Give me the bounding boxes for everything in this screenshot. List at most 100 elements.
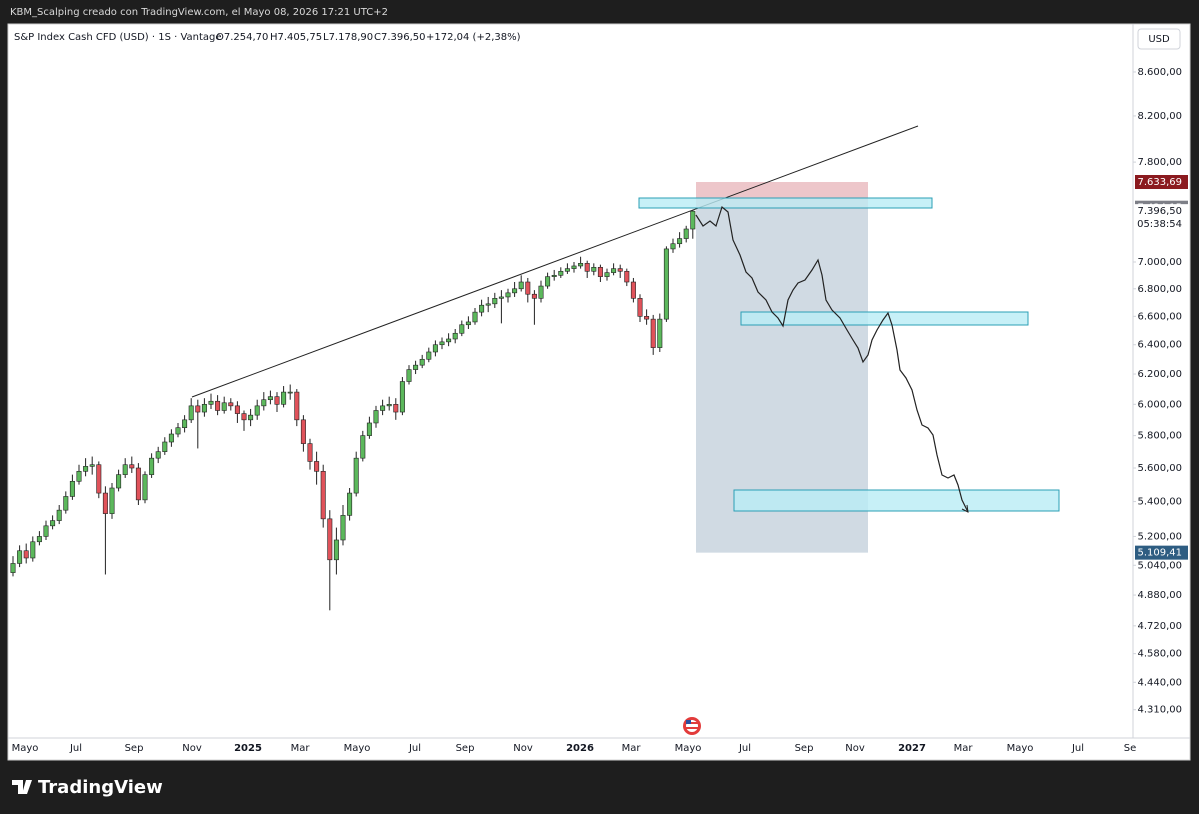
candle-body (195, 405, 201, 413)
candle-body (43, 525, 49, 537)
candle-body (116, 474, 122, 489)
x-tick-label: Jul (69, 743, 82, 754)
y-tick-label: 6.200,00 (1137, 369, 1182, 380)
candle-body (525, 281, 531, 295)
currency-button[interactable] (1137, 28, 1181, 50)
candle-body (419, 358, 425, 366)
projection-path[interactable] (695, 205, 969, 513)
y-tick-label: 5.600,00 (1137, 463, 1182, 474)
candle-body (459, 324, 465, 334)
legend-value: H7.405,75 (270, 32, 322, 43)
candle-body (300, 419, 306, 444)
candle-body (479, 304, 485, 313)
price-label-bg (1135, 545, 1188, 560)
price-label-bg (1135, 204, 1188, 219)
candle-body (386, 404, 392, 407)
candle-body (274, 396, 280, 405)
candle-body (366, 422, 372, 436)
candle-body (102, 492, 108, 514)
candle-body (393, 404, 399, 413)
candle-body (36, 536, 42, 543)
x-tick-label: 2027 (898, 743, 926, 754)
currency[interactable]: USD (1148, 34, 1170, 45)
x-tick-label: Mayo (344, 743, 371, 754)
candle-body (228, 402, 234, 407)
chart-panel (7, 23, 1191, 761)
event-flag[interactable] (683, 717, 701, 735)
price-label: 5.109,41 (1137, 548, 1182, 559)
candle-body (512, 288, 518, 294)
logo: TradingView (12, 777, 163, 798)
zone-rect[interactable] (733, 489, 1060, 512)
x-tick-label: Sep (456, 743, 475, 754)
candle-body (30, 541, 36, 559)
zone-rect[interactable] (638, 197, 933, 209)
legend-value: O7.254,70 (216, 32, 268, 43)
candle-body (50, 520, 56, 527)
logo-text: TradingView (38, 777, 163, 798)
candle-body (518, 281, 524, 290)
candle-body (353, 457, 359, 494)
candle-body (10, 563, 16, 573)
candle-body (380, 405, 386, 411)
candle-body (320, 471, 326, 520)
candle-body (76, 471, 82, 482)
candle-body (327, 518, 333, 561)
flag-stripe (686, 722, 698, 724)
candle-body (558, 270, 564, 276)
y-tick-label: 6.400,00 (1137, 340, 1182, 351)
y-tick-label: 4.720,00 (1137, 621, 1182, 632)
candle-body (637, 298, 643, 317)
y-tick-label: 5.040,00 (1137, 560, 1182, 571)
candle-body (360, 435, 366, 459)
candle-body (267, 396, 273, 401)
candle-body (644, 316, 650, 320)
candle-body (314, 461, 320, 472)
candle-body (254, 405, 260, 416)
candle-body (17, 550, 23, 564)
candle-body (155, 451, 161, 459)
candle-body (446, 338, 452, 343)
y-tick-label: 5.200,00 (1137, 531, 1182, 542)
candle-body (261, 399, 267, 407)
candle-body (135, 467, 141, 501)
y-tick-label: 6.600,00 (1137, 311, 1182, 322)
candle-body (584, 263, 590, 272)
candle-body (373, 410, 379, 424)
candle-body (663, 248, 669, 320)
y-tick-label: 7.000,00 (1137, 257, 1182, 268)
trend-line[interactable] (191, 125, 919, 398)
candle-body (597, 266, 603, 277)
candle-body (492, 298, 498, 305)
candle-body (89, 464, 95, 467)
candle-body (406, 369, 412, 382)
candle-body (630, 281, 636, 299)
x-tick-label: Sep (125, 743, 144, 754)
candle-body (23, 550, 29, 559)
x-tick-label: Jul (1071, 743, 1084, 754)
y-tick-label: 4.310,00 (1137, 705, 1182, 716)
arrow-head (961, 504, 969, 513)
legend-value: L7.178,90 (323, 32, 373, 43)
candle-body (624, 270, 630, 283)
candle-body (142, 474, 148, 501)
candle-body (472, 311, 478, 323)
x-tick-label: Mayo (1007, 743, 1034, 754)
candle-body (241, 413, 247, 421)
candle-body (505, 292, 511, 298)
candle-body (551, 274, 557, 277)
candle-body (650, 318, 656, 348)
candle-body (208, 400, 214, 405)
candle-body (683, 228, 689, 239)
y-tick-label: 8.600,00 (1137, 67, 1182, 78)
candle-body (109, 487, 115, 514)
legend: O7.254,70 H7.405,75 L7.178,90 C7.396,50 +172… (216, 32, 521, 43)
y-tick-label: 5.400,00 (1137, 497, 1182, 508)
candles (10, 209, 696, 611)
candle-body (690, 210, 696, 230)
candle-body (287, 391, 293, 394)
candle-body (63, 496, 69, 511)
candle-body (294, 391, 300, 421)
candle-body (498, 296, 504, 299)
